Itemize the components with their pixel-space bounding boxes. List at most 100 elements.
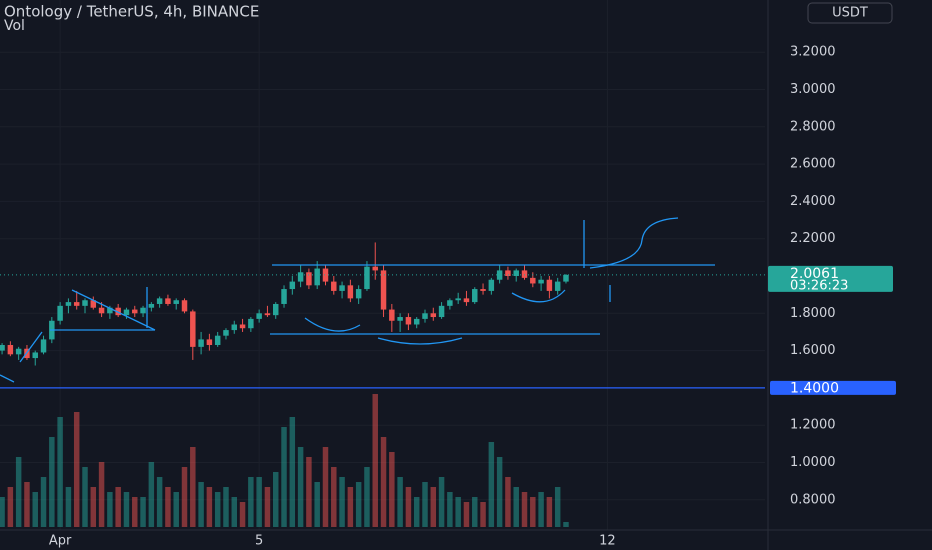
candle-body: [472, 289, 478, 303]
candle-body: [554, 281, 561, 291]
volume-bar: [397, 477, 403, 527]
volume-bar: [132, 497, 138, 527]
candle-body: [496, 270, 503, 280]
volume-bar: [306, 457, 312, 527]
volume-bar: [438, 477, 445, 527]
volume-bar: [90, 487, 97, 527]
candle-body: [455, 298, 461, 301]
x-tick-label: 5: [255, 534, 263, 549]
candle-body: [90, 300, 97, 308]
price-axis: 0.8000 1.0000 1.2000 1.6000 1.8000 2.2000 2.40…: [49, 45, 896, 549]
candle-body: [397, 317, 403, 321]
curve: [377, 337, 463, 345]
candle-body: [223, 330, 229, 336]
candle-body: [306, 272, 312, 286]
candle-body: [488, 279, 495, 291]
candle-body: [98, 307, 105, 314]
candle-body: [463, 298, 470, 303]
volume-bar: [264, 487, 271, 527]
candle-body: [364, 266, 370, 290]
volume-bar: [98, 462, 105, 527]
volume-bar: [156, 477, 163, 527]
volume-bar: [190, 447, 196, 527]
candle-body: [214, 335, 221, 346]
volume-bar: [297, 447, 304, 527]
countdown: 03:26:23: [790, 278, 848, 293]
candle-body: [256, 313, 262, 319]
candle-body: [73, 302, 80, 306]
candle-body: [513, 270, 519, 277]
currency[interactable]: USDT: [832, 6, 868, 21]
candle-body: [165, 298, 171, 304]
candle-body: [82, 300, 88, 306]
candle-body: [7, 345, 14, 355]
volume-bar: [364, 467, 370, 527]
volume-bar: [40, 477, 47, 527]
price-line-label: 1.4000: [790, 380, 839, 396]
candle-body: [272, 303, 279, 316]
candle-body: [322, 268, 329, 282]
volume-bar: [563, 522, 569, 527]
candle-body: [173, 300, 179, 304]
candle-body: [198, 339, 204, 347]
volume-bar: [32, 492, 38, 527]
volume-bar: [198, 482, 204, 527]
y-tick-label: 1.0000: [790, 455, 836, 470]
trendline: [71, 289, 156, 331]
candle-body: [413, 318, 420, 325]
volume-bar: [455, 497, 461, 527]
volume-bar: [372, 394, 378, 527]
volume-bar: [115, 487, 121, 527]
volume-bar: [405, 487, 412, 527]
candle-body: [563, 274, 569, 282]
y-tick-label: 1.6000: [790, 343, 836, 358]
volume-bar: [0, 497, 5, 527]
x-tick-label: Apr: [49, 534, 72, 549]
volume-bar: [472, 497, 478, 527]
drawings: [0, 217, 715, 383]
candle-body: [264, 313, 271, 316]
currency-button[interactable]: [807, 2, 893, 24]
volume-bar: [57, 417, 63, 527]
volume-bar: [82, 467, 88, 527]
volume-bar: [7, 487, 14, 527]
volume-bar: [214, 492, 221, 527]
trendline: [19, 331, 43, 363]
volume-bar: [24, 482, 30, 527]
volume-bar: [248, 477, 254, 527]
candle-body: [347, 285, 354, 299]
candle-body: [331, 281, 337, 291]
volume-bar: [173, 492, 179, 527]
candle-body: [156, 298, 163, 304]
candle-body: [389, 309, 395, 321]
volume-bar: [165, 487, 171, 527]
candle-body: [140, 307, 146, 314]
candle-body: [430, 313, 437, 318]
volume-bar: [480, 502, 486, 527]
candle-body: [339, 285, 345, 291]
volume-bar: [413, 497, 420, 527]
volume-bar: [231, 497, 238, 527]
volume-bar: [281, 427, 287, 527]
volume-bar: [488, 442, 495, 527]
candle-body: [380, 270, 387, 310]
volume-bar: [65, 487, 72, 527]
candle-body: [521, 270, 528, 278]
volume-bar: [463, 502, 470, 527]
volume-bar: [107, 492, 113, 527]
curve: [511, 289, 566, 303]
candle-body: [15, 348, 22, 355]
volume-bar: [256, 477, 262, 527]
volume-bar: [331, 467, 337, 527]
volume-bar: [289, 417, 296, 527]
candle-body: [181, 300, 188, 312]
price-line-tag: [770, 380, 896, 395]
chart-title: Ontology / TetherUS, 4h, BINANCE: [4, 3, 259, 21]
volume-bar: [538, 492, 544, 527]
candle-body: [206, 339, 213, 346]
volume-bar: [521, 492, 528, 527]
y-tick-label: 3.2000: [790, 45, 836, 60]
volume-bar: [49, 437, 55, 527]
volume-bar: [15, 457, 22, 527]
